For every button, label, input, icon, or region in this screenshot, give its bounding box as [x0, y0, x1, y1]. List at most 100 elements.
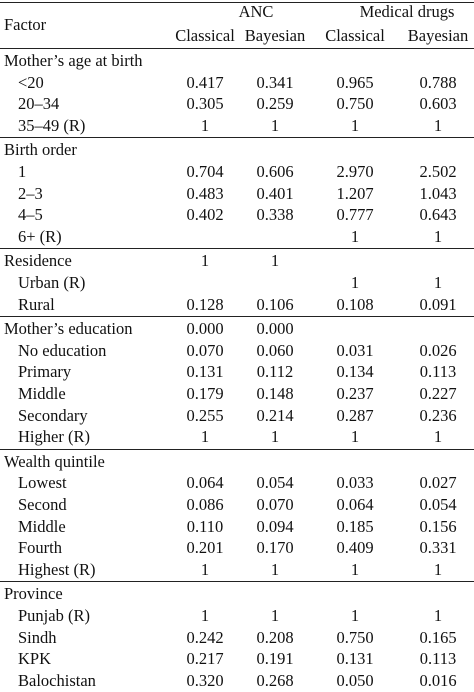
cell-value: 0.165 [419, 627, 457, 647]
cell-value: 0.060 [256, 340, 294, 360]
cell-value: 0.255 [186, 405, 224, 425]
cell-value: 1 [350, 559, 360, 579]
section-rule [0, 137, 474, 139]
row-label: 35–49 (R) [18, 115, 86, 135]
cell-value: 1 [433, 273, 443, 292]
section-rule [0, 581, 474, 583]
cell-value: 0.965 [336, 72, 374, 92]
cell-value: 0.208 [256, 627, 294, 647]
cell-value: 1 [350, 226, 360, 246]
cell-value: 0.320 [186, 670, 224, 690]
row-label: Urban (R) [18, 273, 86, 292]
top-rule [0, 2, 474, 3]
cell-value: 0.031 [336, 340, 374, 360]
table-row: Highest (R) 1 1 1 1 [0, 559, 474, 581]
section-rule [0, 316, 474, 318]
cell-value: 0.606 [256, 162, 294, 181]
row-label: 4–5 [18, 205, 43, 225]
cell-value: 0.788 [419, 72, 457, 92]
cell-value: 1 [433, 559, 443, 579]
cell-value: 0.000 [256, 319, 294, 339]
cell-value: 0.000 [186, 319, 224, 339]
cell-value: 0.287 [336, 405, 374, 425]
header-factor: Factor [4, 15, 47, 34]
cell-value: 0.185 [336, 516, 374, 536]
cell-value: 0.033 [336, 473, 374, 493]
cell-value: 1 [200, 427, 210, 447]
cell-value: 1 [433, 115, 443, 135]
section-title: Mother’s age at birth [4, 51, 143, 70]
row-label: Highest (R) [18, 559, 96, 579]
cell-value: 1 [270, 115, 280, 135]
cell-value: 1 [270, 559, 280, 579]
cell-value: 0.128 [186, 294, 224, 314]
cell-value: 0.179 [186, 384, 224, 403]
cell-value: 2.502 [419, 162, 457, 181]
cell-value: 1 [200, 606, 210, 625]
cell-value: 0.237 [336, 384, 374, 403]
cell-value: 0.417 [186, 72, 224, 92]
cell-value: 0.201 [186, 538, 224, 558]
cell-value: 0.268 [256, 670, 294, 690]
cell-value: 0.106 [256, 294, 294, 314]
row-label: Secondary [18, 405, 88, 425]
table-row: Second 0.086 0.070 0.064 0.054 [0, 494, 474, 516]
header-group-anc: ANC [238, 2, 274, 21]
row-label: Rural [18, 294, 55, 314]
section-title: Mother’s education [4, 319, 133, 339]
cell-value: 0.054 [419, 495, 457, 514]
cell-value: 0.483 [186, 183, 224, 203]
section-rule [0, 448, 474, 450]
header-subcol: Bayesian [244, 26, 306, 45]
cell-value: 0.131 [336, 649, 374, 669]
cell-value: 0.704 [186, 162, 224, 181]
cell-value: 0.259 [256, 94, 294, 114]
cell-value: 0.750 [336, 94, 374, 114]
cell-value: 0.108 [336, 294, 374, 314]
cell-value: 0.027 [419, 473, 457, 493]
cell-value: 0.777 [336, 205, 374, 225]
table-row: 1 0.704 0.606 2.970 2.502 [0, 161, 474, 183]
cell-value: 0.338 [256, 205, 294, 225]
cell-value: 1 [350, 606, 360, 625]
header-subcol: Classical [175, 26, 235, 45]
cell-value: 0.064 [186, 473, 224, 493]
cell-value: 0.113 [419, 362, 457, 382]
cell-value: 0.191 [256, 649, 294, 669]
cell-value: 0.050 [336, 670, 374, 690]
cell-value: 1 [200, 251, 210, 271]
cell-value: 1 [350, 115, 360, 135]
cell-value: 0.094 [256, 516, 294, 536]
table-row: Punjab (R) 1 1 1 1 [0, 605, 474, 627]
cell-value: 0.086 [186, 495, 224, 514]
table-row: 2–3 0.483 0.401 1.207 1.043 [0, 183, 474, 205]
table-row: 6+ (R) 1 1 [0, 226, 474, 248]
row-label: Primary [18, 362, 72, 382]
cell-value: 0.227 [419, 384, 457, 403]
cell-value: 1.043 [419, 183, 457, 203]
cell-value: 0.305 [186, 94, 224, 114]
cell-value: 0.112 [256, 362, 294, 382]
cell-value: 0.236 [419, 405, 457, 425]
cell-value: 0.750 [336, 627, 374, 647]
cell-value: 0.217 [186, 649, 224, 669]
cell-value: 1 [433, 606, 443, 625]
table-row: Primary 0.131 0.112 0.134 0.113 [0, 361, 474, 383]
cell-value: 1 [433, 427, 443, 447]
table-row: Sindh 0.242 0.208 0.750 0.165 [0, 627, 474, 649]
section-header-row: Wealth quintile [0, 451, 474, 473]
cell-value: 1 [270, 427, 280, 447]
cell-value: 1 [200, 559, 210, 579]
cell-value: 0.401 [256, 183, 294, 203]
table-row: Middle 0.179 0.148 0.237 0.227 [0, 383, 474, 405]
header-group-medical-drugs: Medical drugs [359, 2, 455, 21]
cell-value: 0.170 [256, 538, 294, 558]
cell-value: 1 [433, 226, 443, 246]
row-label: Higher (R) [18, 427, 90, 447]
cell-value: 1 [350, 273, 360, 292]
table-row: Urban (R) 1 1 [0, 272, 474, 294]
table-row: Fourth 0.201 0.170 0.409 0.331 [0, 537, 474, 559]
section-title: Birth order [4, 140, 77, 160]
section-title: Residence [4, 251, 72, 271]
row-label: Sindh [18, 627, 57, 647]
